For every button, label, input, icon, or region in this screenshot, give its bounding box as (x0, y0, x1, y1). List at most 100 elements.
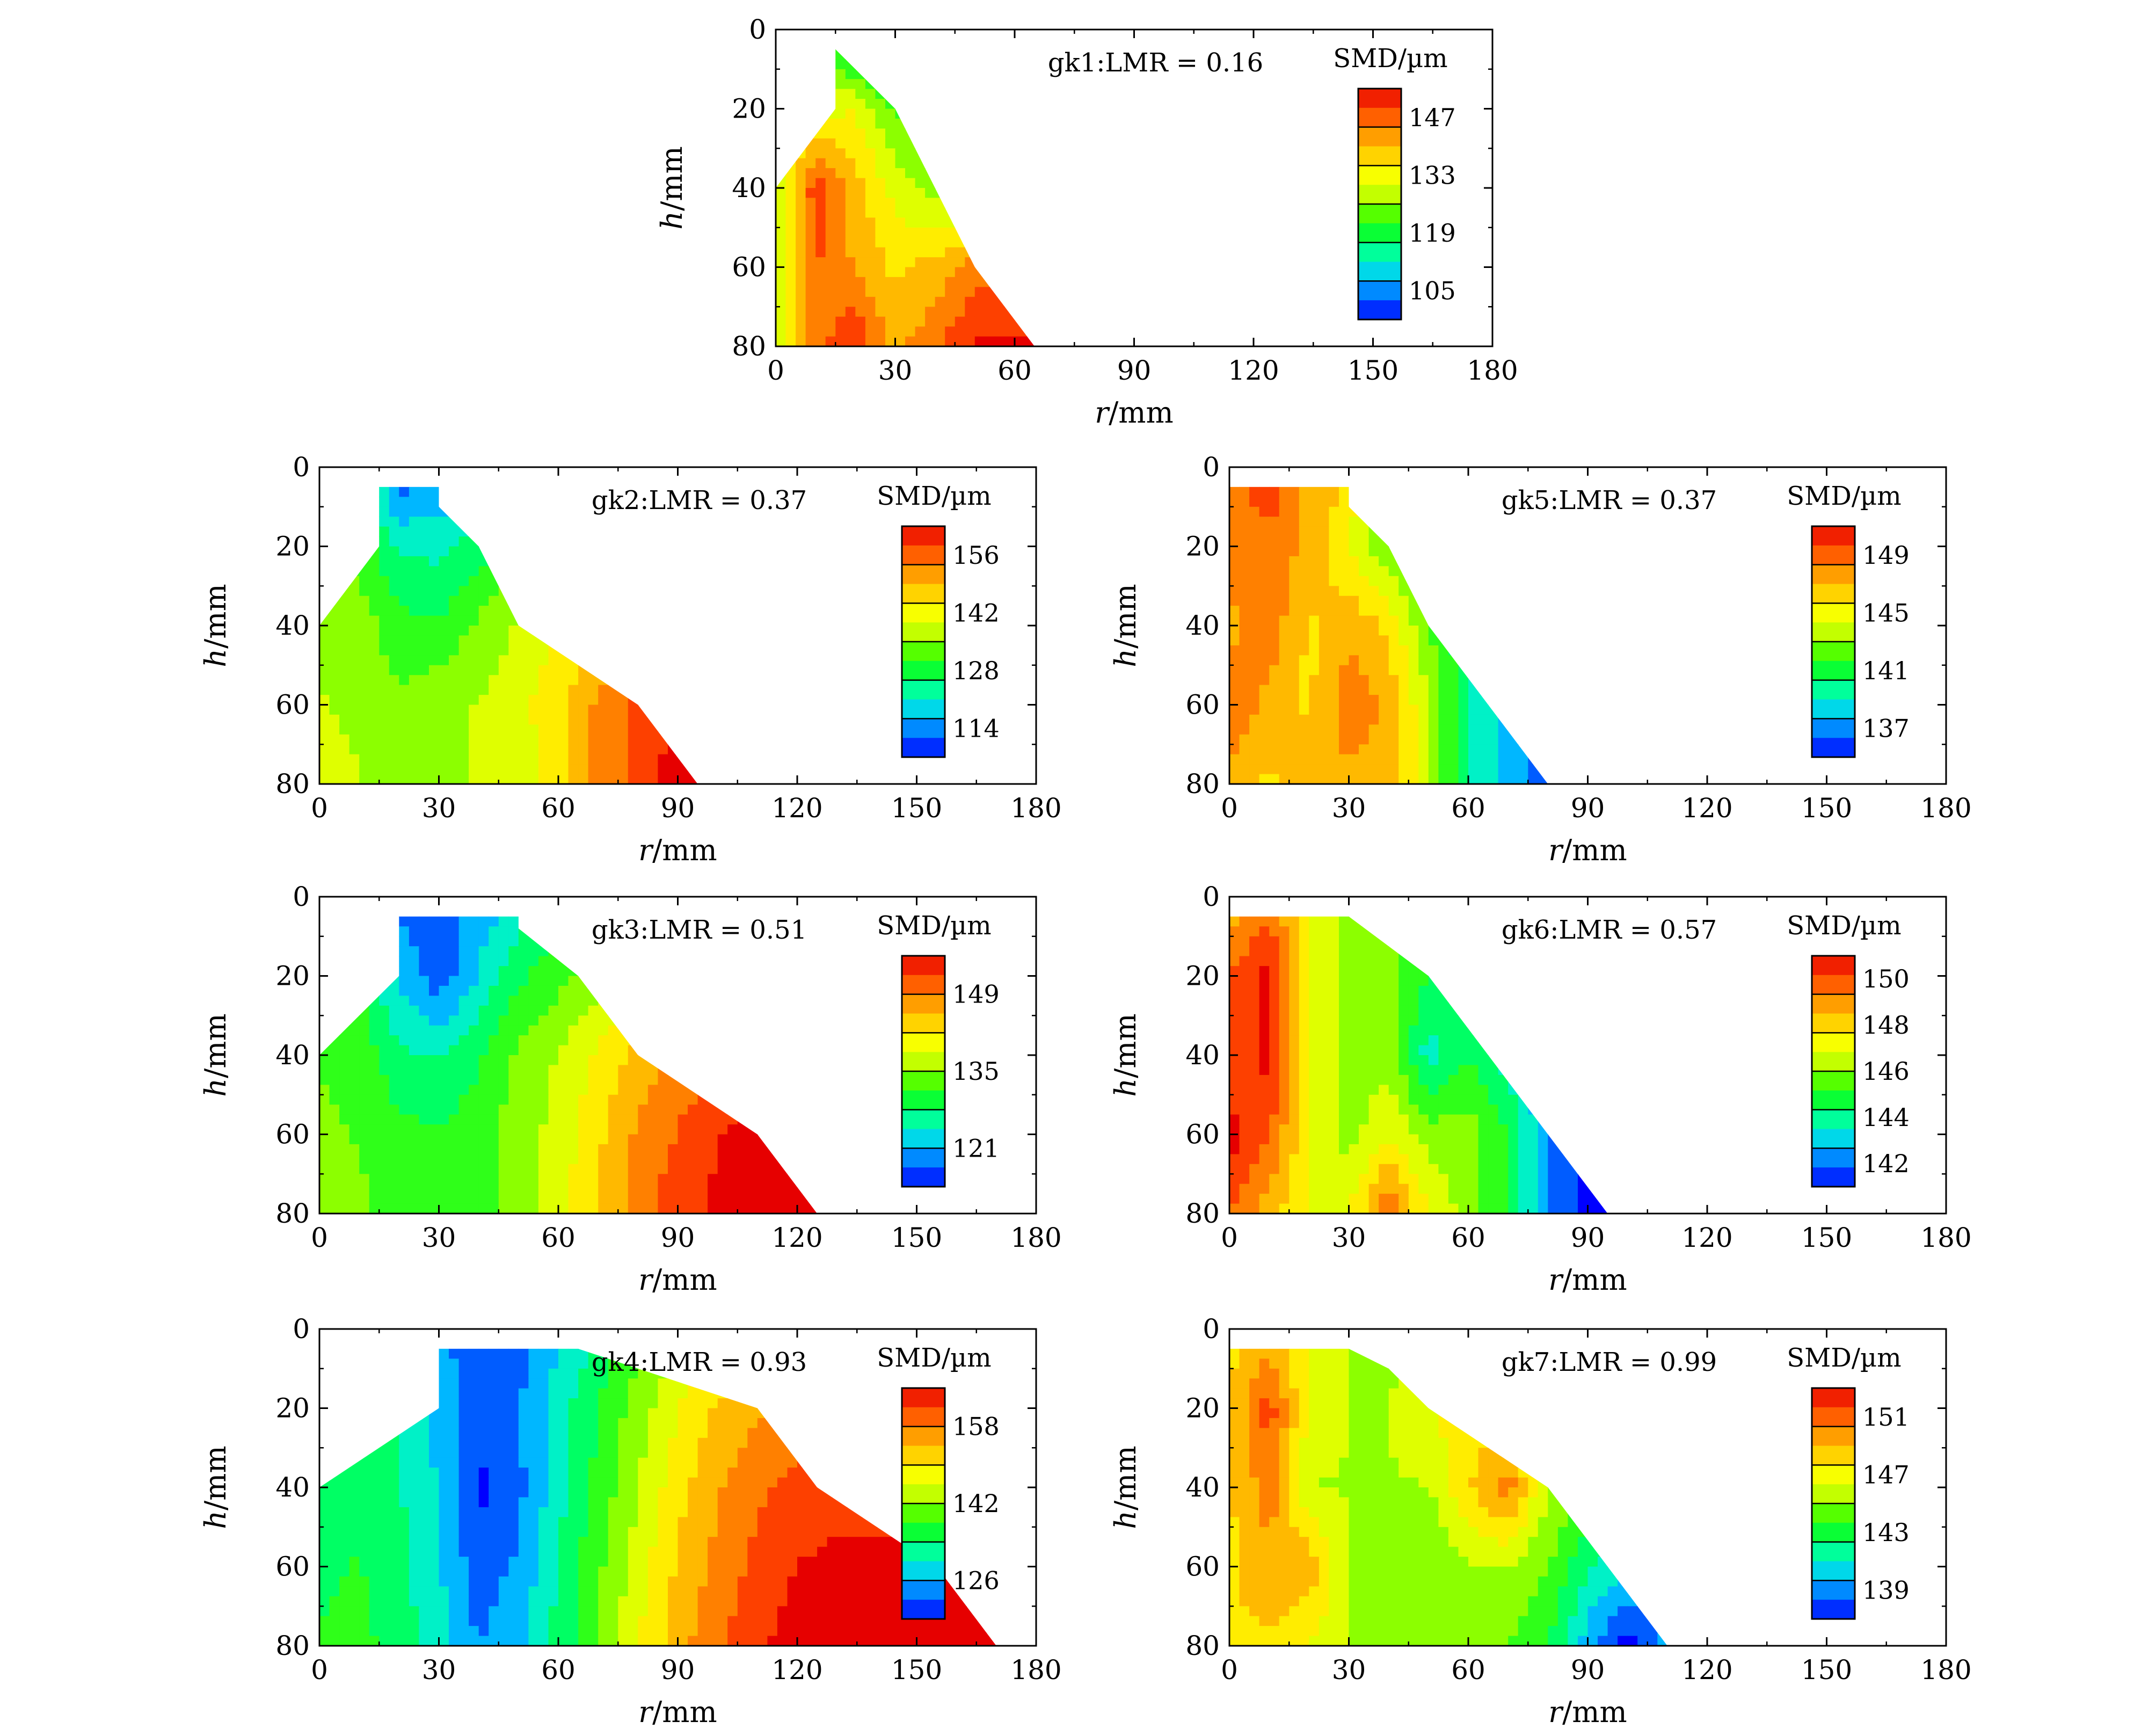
gk1-contour-cell (974, 326, 986, 337)
gk3-contour-cell (518, 1174, 529, 1185)
gk3-contour-cell (349, 916, 360, 917)
gk1-contour-cell (1004, 128, 1015, 139)
gk2-contour-cell (568, 486, 579, 498)
gk2-contour-cell (329, 704, 340, 715)
gk3-contour-cell (458, 1015, 469, 1026)
gk2-x-axis-label: r/mm (638, 833, 717, 867)
gk4-contour-cell (578, 1388, 589, 1399)
gk3-contour-cell (478, 916, 489, 917)
gk3-contour-cell (538, 1114, 549, 1125)
gk3-contour-cell (419, 1164, 429, 1174)
gk2-contour-cell (399, 714, 410, 725)
gk1-contour-cell (835, 128, 846, 139)
gk4-contour-cell (847, 1468, 857, 1478)
gk4-contour-cell (807, 1418, 818, 1429)
gk3-contour-cell (478, 1025, 489, 1036)
gk2-contour-cell (608, 556, 618, 567)
gk3-contour-cell (359, 1035, 370, 1046)
gk3-contour-cell (787, 946, 798, 957)
gk4-contour-cell (478, 1359, 489, 1369)
gk1-contour-cell (865, 316, 876, 327)
gk1-colorbar-band (1358, 223, 1401, 243)
gk4-contour-cell (319, 1408, 330, 1419)
gk1-contour-cell (1004, 326, 1015, 337)
gk1-contour-cell (1015, 307, 1025, 317)
gk2-contour-cell (598, 695, 609, 706)
gk2-contour-cell (369, 526, 380, 537)
gk1-contour-cell (805, 128, 816, 139)
gk4-contour-cell (478, 1457, 489, 1468)
gk3-contour-cell (717, 976, 728, 986)
gk1-contour-cell (945, 128, 956, 139)
gk3-contour-cell (588, 966, 599, 977)
gk2-contour-cell (548, 517, 559, 527)
gk3-contour-cell (469, 1194, 479, 1204)
gk4-contour-cell (767, 1408, 778, 1419)
gk2-contour-cell (329, 526, 340, 537)
gk1-contour-cell (925, 188, 936, 199)
gk3-contour-cell (389, 916, 400, 927)
gk4-contour-cell (866, 1368, 878, 1379)
gk2-contour-cell (319, 734, 330, 745)
gk1-contour-cell (825, 277, 836, 288)
gk1-contour-cell (796, 207, 806, 219)
gk3-contour-cell (359, 1045, 370, 1056)
gk3-contour-cell (797, 1015, 808, 1026)
gk1-contour-cell (776, 247, 786, 258)
gk2-contour-cell (339, 626, 350, 636)
gk3-contour-cell (498, 1105, 509, 1115)
gk1-contour-cell (875, 49, 886, 60)
gk3-contour-cell (498, 976, 509, 986)
gk2-contour-cell (518, 576, 529, 586)
gk2-contour-cell (439, 734, 449, 745)
gk3-contour-cell (478, 1183, 489, 1194)
gk2-contour-cell (329, 665, 340, 675)
gk2-contour-cell (399, 595, 410, 606)
gk2-contour-cell (678, 586, 688, 597)
gk2-contour-cell (608, 615, 618, 626)
gk1-contour-cell (915, 99, 926, 110)
gk4-contour-cell (857, 1448, 868, 1458)
gk3-contour-cell (478, 1154, 489, 1165)
gk2-contour-cell (588, 685, 599, 695)
gk4-contour-cell (469, 1468, 479, 1478)
gk2-contour-cell (668, 675, 679, 686)
gk2-contour-cell (588, 556, 599, 567)
gk2-contour-cell (598, 774, 609, 784)
gk2-contour-cell (429, 724, 440, 735)
gk3-contour-cell (668, 1074, 679, 1086)
gk1-contour-cell (835, 188, 846, 199)
gk1-contour-cell (835, 336, 846, 346)
gk2-x-tick-label: 90 (661, 793, 695, 824)
gk3-contour-cell (359, 1164, 370, 1174)
gk1-contour-cell (835, 89, 846, 99)
gk4-contour-cell (339, 1448, 350, 1458)
gk3-contour-cell (339, 966, 350, 977)
gk3-contour-cell (807, 966, 818, 977)
gk3-contour-cell (478, 1035, 489, 1046)
gk2-contour-cell (349, 714, 360, 725)
gk1-y-tick-label: 20 (732, 93, 766, 125)
gk1-contour-cell (815, 138, 826, 149)
gk2-contour-cell (588, 517, 599, 527)
gk2-contour-cell (628, 595, 639, 606)
gk2-contour-cell (489, 506, 499, 517)
gk3-contour-cell (777, 1114, 788, 1125)
gk1-contour-cell (855, 296, 866, 307)
gk1-contour-cell (955, 99, 966, 110)
gk1-contour-cell (965, 198, 975, 208)
gk1-contour-cell (796, 99, 806, 110)
gk1-contour-cell (965, 79, 975, 90)
gk3-contour-cell (618, 1045, 629, 1056)
gk3-contour-cell (449, 1164, 460, 1174)
gk1-contour-cell (785, 128, 796, 139)
gk3-contour-cell (737, 1203, 748, 1214)
gk2-contour-cell (319, 536, 330, 547)
gk3-contour-cell (697, 1144, 708, 1155)
gk2-contour-cell (339, 754, 350, 765)
gk1-contour-cell (945, 49, 956, 60)
gk3-contour-cell (508, 926, 519, 937)
gk3-contour-cell (628, 1183, 639, 1194)
gk3-contour-cell (797, 1174, 808, 1185)
gk3-colorbar-band (902, 1033, 945, 1052)
